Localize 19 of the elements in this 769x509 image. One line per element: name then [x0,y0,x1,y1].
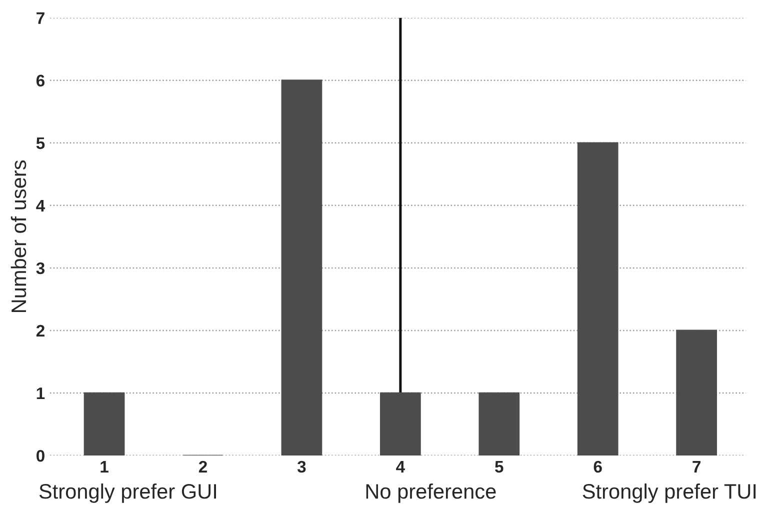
y-tick-label: 0 [36,450,44,462]
y-tick-label: 6 [36,74,45,87]
x-tick-label: 4 [396,461,405,472]
y-axis-title: Number of users [10,160,26,312]
x-tick-label: 6 [594,460,602,473]
x-tick-label: 1 [100,461,108,472]
x-tick-label: 7 [692,461,700,472]
text: No preference [366,483,496,503]
y-tick-label: 3 [36,262,45,274]
y-tick-label: 2 [36,324,44,337]
y-tick-label: 7 [36,12,44,24]
x-tick-label: 5 [495,461,504,473]
y-tick-label: 1 [36,388,45,400]
text: Strongly prefer TUI [582,483,756,503]
x-tick-label: 3 [297,460,306,473]
x-tick-label: 2 [198,460,207,472]
y-tick-label: 4 [36,200,46,212]
y-tick-label: 5 [36,137,45,150]
text: Strongly prefer GUI [39,483,216,503]
